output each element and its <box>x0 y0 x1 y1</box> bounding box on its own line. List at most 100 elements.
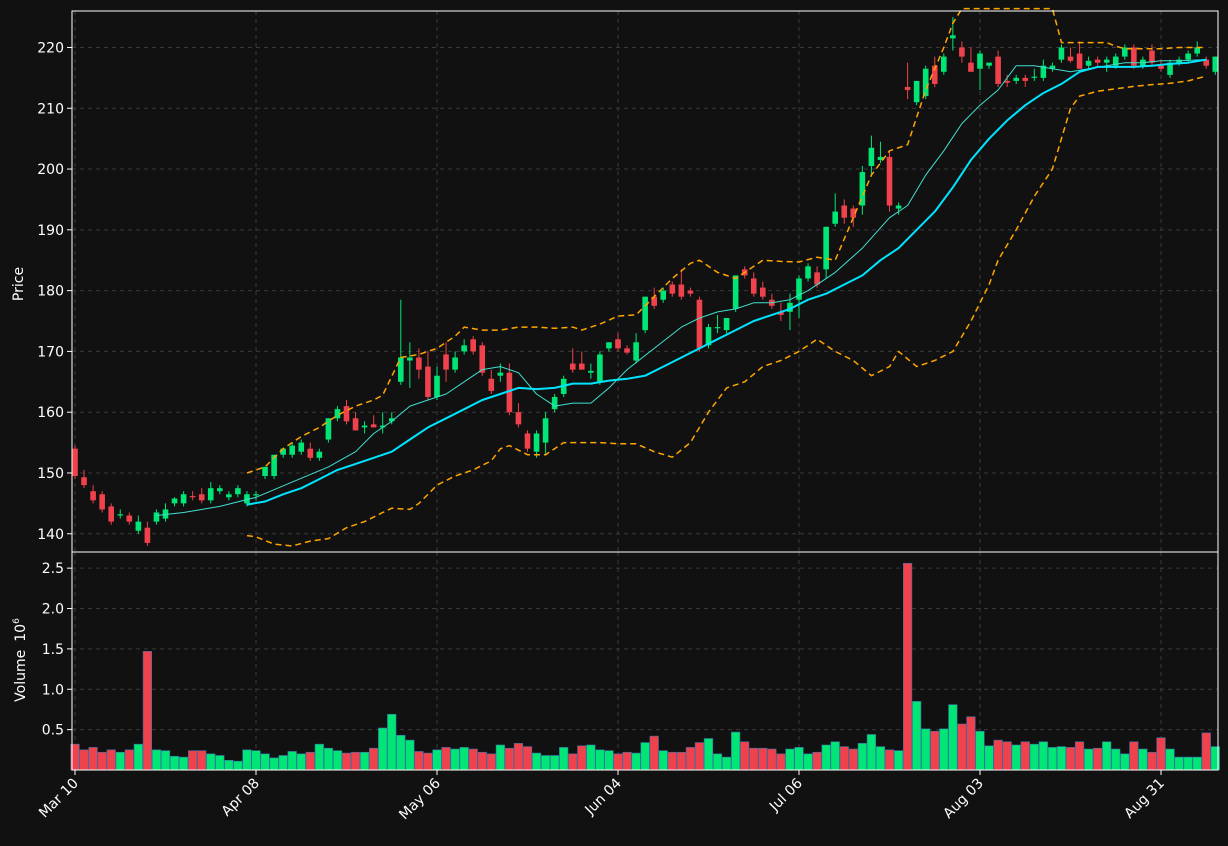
volume-bar <box>79 749 89 771</box>
candle-body <box>678 284 685 297</box>
volume-bar <box>260 753 270 771</box>
candle-body <box>298 442 305 452</box>
candle-body <box>434 375 440 397</box>
volume-bars <box>70 563 1220 771</box>
candle-body <box>922 68 929 97</box>
volume-bar <box>1102 741 1112 771</box>
volume-bar <box>540 755 551 771</box>
candle-body <box>1004 80 1010 83</box>
candle-body <box>904 86 911 91</box>
candle-body <box>551 396 558 410</box>
candle-body <box>732 275 739 309</box>
volume-bar <box>197 750 207 771</box>
volume-bar <box>1165 748 1175 771</box>
volume-bar <box>966 716 976 771</box>
candle-body <box>425 366 431 397</box>
candle-body <box>796 278 802 300</box>
candle-body <box>931 65 938 84</box>
candle-body <box>108 506 114 522</box>
volume-bar <box>323 747 334 771</box>
volume-bar <box>369 747 379 771</box>
candle-body <box>307 448 314 458</box>
candle-body <box>615 339 621 349</box>
candle-body <box>542 418 549 443</box>
volume-bar <box>957 723 967 771</box>
volume-bar <box>821 744 831 771</box>
volume-tick-label: 2.5 <box>42 561 64 577</box>
candle-body <box>1131 47 1137 66</box>
candle-body <box>325 418 332 440</box>
candle-body <box>1167 62 1173 75</box>
volume-bar <box>613 753 623 771</box>
volume-bar <box>1192 756 1202 771</box>
candle-body <box>479 345 486 373</box>
volume-bar <box>179 756 189 771</box>
price-tick-label: 210 <box>37 101 64 117</box>
volume-tick-label: 2.0 <box>42 602 64 618</box>
volume-bar <box>875 746 886 771</box>
candle-body <box>207 488 214 501</box>
volume-bar <box>658 750 668 771</box>
volume-bar <box>577 745 587 771</box>
candle-body <box>379 425 386 428</box>
candle-body <box>343 406 350 422</box>
volume-bar <box>1120 753 1130 771</box>
candle-body <box>597 354 603 382</box>
volume-bar <box>206 753 216 771</box>
candle-body <box>886 156 893 206</box>
volume-bar <box>676 751 686 771</box>
candle-body <box>1122 47 1128 57</box>
candle-body <box>1022 77 1029 81</box>
price-tick-label: 200 <box>37 162 64 178</box>
candle-body <box>90 491 96 501</box>
candle-body <box>1094 59 1101 63</box>
volume-bar <box>712 753 723 771</box>
candle-body <box>1112 56 1119 66</box>
volume-bar <box>269 757 279 771</box>
volume-bar <box>550 755 560 771</box>
price-tick-label: 220 <box>37 40 64 56</box>
volume-bar <box>1201 732 1211 771</box>
volume-bar <box>350 751 361 771</box>
volume-bar <box>133 743 143 771</box>
volume-bar <box>423 752 433 771</box>
volume-bar <box>703 738 714 771</box>
volume-bar <box>1056 746 1067 771</box>
volume-bar <box>884 749 895 771</box>
candle-body <box>1149 50 1155 63</box>
volume-bar <box>812 751 822 771</box>
volume-bar <box>314 743 324 771</box>
volume-bar <box>486 753 496 771</box>
volume-bar <box>758 747 768 771</box>
volume-exponent-power: 6 <box>12 618 22 624</box>
volume-bar <box>930 730 940 771</box>
volume-bar <box>495 744 505 771</box>
candle-body <box>814 272 820 285</box>
candle-body <box>244 494 250 504</box>
volume-bar <box>224 760 234 771</box>
candle-body <box>370 424 377 428</box>
price-tick-label: 140 <box>37 527 64 543</box>
volume-bar <box>1020 741 1030 771</box>
volume-bar <box>685 747 695 771</box>
candle-body <box>569 363 576 370</box>
volume-bar <box>721 756 732 771</box>
candle-body <box>606 342 612 349</box>
candle-body <box>497 372 504 376</box>
volume-bar <box>948 704 958 771</box>
candle-body <box>398 357 404 382</box>
candle-body <box>1158 65 1164 69</box>
volume-bar <box>341 752 352 771</box>
candle-body <box>280 448 286 455</box>
volume-bar <box>287 751 297 771</box>
candle-body <box>913 80 920 103</box>
candle-body <box>135 521 142 531</box>
slow-moving-average-line <box>246 58 1207 506</box>
candle-body <box>180 494 187 504</box>
volume-bar <box>414 751 424 771</box>
candle-body <box>959 47 965 57</box>
candle-body <box>714 327 721 329</box>
volume-bar <box>1084 748 1094 771</box>
